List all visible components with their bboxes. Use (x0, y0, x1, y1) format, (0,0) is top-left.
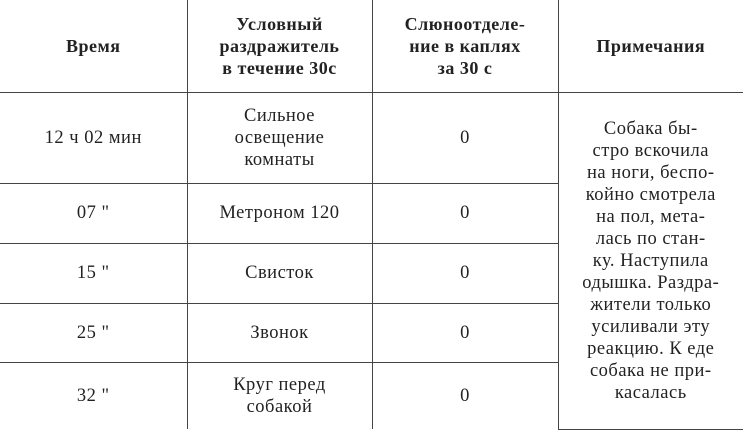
cell-stimulus: Круг перед собакой (186, 361, 373, 429)
header-saliva: Слюноотделе- ние в каплях за 30 с (371, 0, 559, 93)
cell-time: 32 " (0, 361, 188, 429)
cell-stimulus: Метроном 120 (186, 182, 373, 244)
cell-time: 12 ч 02 мин (0, 91, 188, 184)
cell-time: 07 " (0, 182, 188, 244)
header-time: Время (0, 0, 188, 93)
table-row: 32 " Круг перед собакой 0 (0, 361, 743, 429)
cell-saliva: 0 (371, 91, 559, 184)
header-stimulus: Условный раздражитель в течение 30с (186, 0, 373, 93)
cell-saliva: 0 (371, 182, 558, 244)
cell-saliva: 0 (371, 302, 558, 363)
cell-time: 25 " (0, 302, 188, 363)
table-row: 15 " Свисток 0 (0, 242, 743, 304)
header-row: Время Условный раздражитель в течение 30… (0, 0, 743, 93)
cell-saliva: 0 (371, 361, 558, 429)
cell-stimulus: Звонок (186, 302, 373, 363)
cell-time: 15 " (0, 242, 188, 304)
header-notes: Примечания (557, 0, 743, 93)
table-row: 07 " Метроном 120 0 (0, 182, 743, 244)
cell-stimulus: Сильное освещение комнаты (186, 91, 373, 184)
cell-saliva: 0 (371, 242, 558, 304)
cell-notes: Собака бы- стро вскочила на ноги, беспо-… (557, 91, 743, 430)
cell-stimulus: Свисток (186, 242, 373, 304)
table-row: 12 ч 02 мин Сильное освещение комнаты 0 … (0, 91, 743, 430)
